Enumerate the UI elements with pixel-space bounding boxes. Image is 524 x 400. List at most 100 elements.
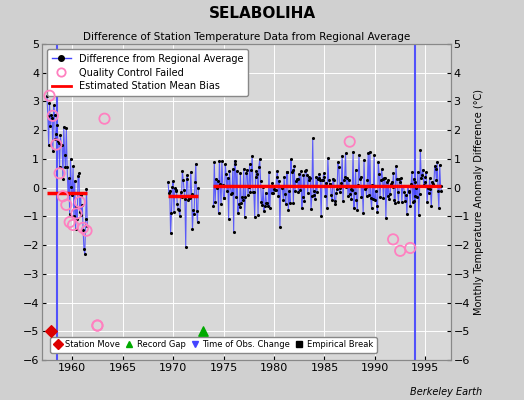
Point <box>174 206 182 212</box>
Point <box>431 163 439 169</box>
Point <box>271 186 279 193</box>
Point <box>400 189 409 196</box>
Point <box>363 193 371 199</box>
Point <box>252 174 260 181</box>
Point <box>74 173 82 179</box>
Point <box>60 152 69 158</box>
Point <box>337 179 345 186</box>
Point <box>364 150 373 156</box>
Point <box>425 175 434 182</box>
Point <box>61 164 70 170</box>
Point <box>392 176 401 183</box>
Point <box>72 210 81 217</box>
Point <box>277 184 286 190</box>
Point <box>193 218 202 225</box>
Point <box>407 180 416 187</box>
Point <box>43 113 52 119</box>
Point <box>372 188 380 194</box>
Point <box>352 196 361 203</box>
Point <box>172 188 181 194</box>
Point <box>352 167 360 173</box>
Point <box>45 92 53 99</box>
Point <box>392 163 400 170</box>
Point <box>243 166 252 173</box>
Point <box>239 196 247 203</box>
Point <box>294 189 303 196</box>
Point <box>377 166 386 172</box>
Point <box>56 132 64 138</box>
Point <box>303 171 311 178</box>
Point <box>57 142 66 148</box>
Point <box>373 208 381 215</box>
Point <box>274 192 282 199</box>
Point <box>331 198 339 204</box>
Point <box>317 213 325 219</box>
Point <box>291 188 299 194</box>
Point <box>64 175 73 182</box>
Point <box>82 186 91 192</box>
Point <box>213 178 222 185</box>
Point <box>314 175 323 181</box>
Point <box>191 178 199 185</box>
Point <box>256 178 265 184</box>
Point <box>331 200 340 207</box>
Point <box>265 168 273 175</box>
Point <box>316 177 324 183</box>
Point <box>77 212 85 218</box>
Point <box>242 170 250 176</box>
Point <box>370 152 378 158</box>
Point <box>60 124 68 130</box>
Point <box>304 174 313 180</box>
Point <box>245 161 254 167</box>
Point <box>355 152 363 158</box>
Point <box>315 171 324 178</box>
Point <box>247 167 256 173</box>
Point <box>300 198 309 204</box>
Point <box>321 192 330 199</box>
Point <box>176 213 184 220</box>
Point <box>371 197 379 204</box>
Point <box>58 142 67 148</box>
Point <box>436 182 445 189</box>
Point <box>273 167 281 174</box>
Point <box>180 187 188 193</box>
Point <box>72 204 81 210</box>
Point <box>226 183 235 190</box>
Point <box>394 199 402 206</box>
Point <box>313 189 321 195</box>
Point <box>308 192 316 199</box>
Point <box>430 182 438 189</box>
Point <box>47 328 55 334</box>
Point <box>323 205 331 211</box>
Point <box>45 141 53 148</box>
Point <box>288 167 297 174</box>
Point <box>332 190 341 196</box>
Point <box>437 188 445 194</box>
Point <box>255 163 263 170</box>
Point <box>50 112 59 118</box>
Point <box>409 198 417 205</box>
Point <box>429 181 437 188</box>
Point <box>296 187 304 194</box>
Point <box>267 190 276 196</box>
Point <box>318 177 326 184</box>
Point <box>177 189 185 196</box>
Point <box>224 174 232 181</box>
Point <box>241 213 249 220</box>
Point <box>408 169 416 175</box>
Point <box>394 189 402 196</box>
Point <box>93 322 102 329</box>
Point <box>377 177 385 184</box>
Point <box>259 183 267 190</box>
Point <box>46 123 54 129</box>
Point <box>45 99 53 106</box>
Point <box>301 168 309 174</box>
Point <box>69 163 77 170</box>
Point <box>367 205 376 212</box>
Point <box>368 182 377 188</box>
Point <box>360 157 368 163</box>
Point <box>406 203 414 209</box>
Point <box>263 200 271 206</box>
Point <box>49 147 57 154</box>
Point <box>373 202 381 209</box>
